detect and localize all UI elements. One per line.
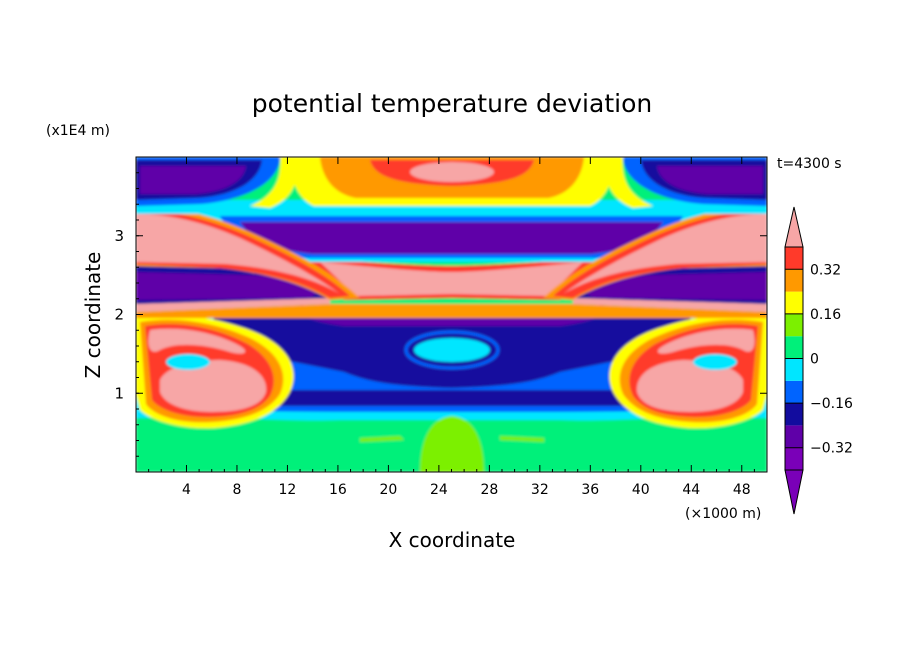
time-label: t=4300 s — [777, 156, 842, 172]
y-tick-label: 2 — [114, 306, 124, 324]
region-central-cold-ring — [404, 330, 500, 370]
region-lower-cold-base — [257, 390, 647, 406]
y-axis: 1 2 3 — [114, 172, 767, 457]
x-unit-label: (×1000 m) — [685, 506, 761, 522]
region-upper-cold-core — [240, 222, 663, 254]
region-top-left-fringe — [250, 157, 299, 208]
colorbar-box — [785, 403, 803, 426]
x-axis: 4 8 12 16 20 24 28 32 36 40 44 48 — [148, 157, 755, 498]
colorbar-tick-label: 0 — [810, 352, 819, 368]
y-unit-label: (x1E4 m) — [46, 123, 110, 139]
colorbar-box — [785, 425, 803, 448]
region-central-cold-core — [414, 338, 490, 362]
chart-title: potential temperature deviation — [252, 89, 652, 118]
region-top-left-cold-core — [140, 166, 246, 194]
region-left-wedge-core — [136, 214, 340, 294]
y-tick-label: 1 — [114, 384, 124, 402]
colorbar-box — [785, 269, 803, 292]
x-tick-label: 24 — [430, 482, 448, 498]
x-axis-label: X coordinate — [389, 528, 516, 552]
colorbar-tick-label: 0.16 — [810, 307, 841, 323]
region-central-warm-base — [360, 436, 544, 442]
region-left-lens-core — [136, 272, 317, 300]
x-tick-label: 32 — [531, 482, 549, 498]
x-tick-label: 40 — [632, 482, 650, 498]
y-tick-label: 3 — [114, 227, 124, 245]
region-right-warm-stripe — [573, 298, 767, 312]
colorbar: 0.32 0.16 0 −0.16 −0.32 — [784, 206, 853, 515]
x-tick-label: 8 — [232, 482, 241, 498]
region-left-cold-pocket — [166, 354, 210, 370]
region-top-right-fringe — [604, 157, 653, 208]
region-warm-stripe-fringe — [136, 304, 767, 318]
region-right-warm-core — [636, 360, 743, 412]
region-right-warm-upper — [657, 328, 755, 354]
x-tick-label: 4 — [182, 482, 191, 498]
region-left-warm-stripe — [136, 298, 330, 312]
x-tick-label: 12 — [279, 482, 297, 498]
colorbar-box — [785, 291, 803, 314]
region-top-cap-core — [410, 162, 494, 182]
contour-field — [136, 157, 767, 472]
region-right-wedge-core — [563, 214, 767, 294]
x-tick-label: 20 — [379, 482, 397, 498]
colorbar-box — [785, 336, 803, 359]
colorbar-box — [785, 380, 803, 404]
x-tick-label: 44 — [682, 482, 700, 498]
region-right-lens-core — [586, 272, 767, 300]
colorbar-tick-label: −0.32 — [810, 441, 853, 457]
y-axis-label: Z coordinate — [81, 252, 105, 379]
x-tick-label: 36 — [581, 482, 599, 498]
region-top-band-edge — [136, 200, 767, 214]
colorbar-tick-label: −0.16 — [810, 396, 853, 412]
region-top-right-cold-core — [657, 166, 763, 194]
colorbar-tick-label: 0.32 — [810, 262, 841, 278]
x-tick-label: 16 — [329, 482, 347, 498]
region-left-warm-upper — [148, 328, 246, 354]
colorbar-upper-extension — [784, 206, 804, 248]
region-central-warm-layer — [320, 262, 583, 296]
x-tick-label: 48 — [733, 482, 751, 498]
region-left-warm-core — [160, 360, 267, 412]
x-tick-label: 28 — [480, 482, 498, 498]
colorbar-box — [785, 247, 803, 270]
region-central-warm-bump — [420, 416, 484, 472]
colorbar-box — [785, 358, 803, 381]
colorbar-box — [785, 313, 803, 337]
colorbar-lower-extension — [784, 469, 804, 515]
colorbar-box — [785, 447, 803, 470]
region-right-cold-pocket — [693, 354, 737, 370]
